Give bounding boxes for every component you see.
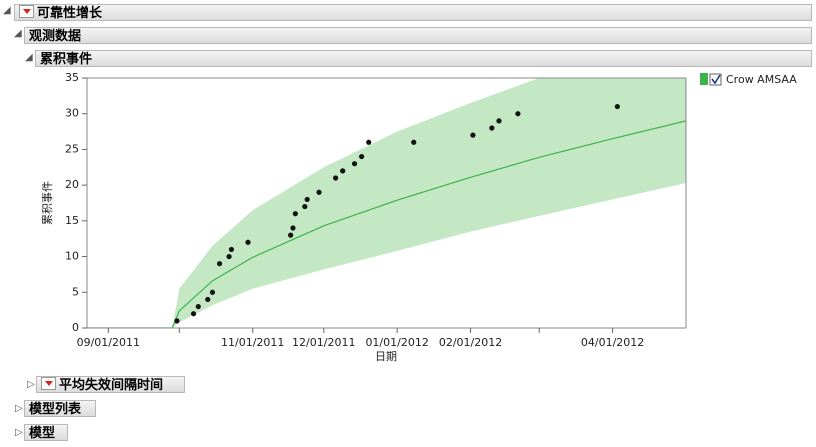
disclosure-closed[interactable]: ▷ — [15, 403, 23, 414]
data-point — [470, 132, 476, 138]
data-point — [290, 225, 296, 231]
data-point — [614, 103, 620, 110]
data-point — [190, 311, 197, 317]
x-tick-label: 09/01/2011 — [77, 336, 140, 349]
data-point — [195, 303, 201, 310]
data-point — [515, 111, 521, 117]
outline-header[interactable]: 可靠性增长 — [14, 4, 812, 21]
data-point — [302, 203, 308, 210]
legend-label: Crow AMSAA — [726, 73, 797, 86]
outline-header[interactable]: 平均失效间隔时间 — [36, 376, 185, 393]
data-point — [359, 153, 365, 160]
menu-icon[interactable] — [41, 377, 56, 390]
data-point — [288, 232, 294, 238]
data-point — [332, 175, 339, 181]
plot-content — [87, 78, 686, 328]
disclosure-closed[interactable]: ▷ — [15, 427, 23, 438]
data-point — [226, 253, 232, 260]
data-point — [411, 139, 417, 145]
outline-header[interactable]: 累积事件 — [35, 50, 812, 67]
y-tick-label: 30 — [65, 107, 79, 120]
confidence-band — [87, 78, 686, 328]
checkmark — [711, 74, 721, 85]
x-tick-label: 12/01/2011 — [292, 336, 355, 349]
data-point — [340, 168, 346, 174]
disclosure-open[interactable]: ◢ — [25, 52, 33, 63]
x-tick-label: 02/01/2012 — [439, 336, 502, 349]
legend-checkbox[interactable] — [709, 73, 722, 86]
data-point — [304, 196, 310, 203]
subsection-title: 累积事件 — [40, 52, 93, 67]
data-point — [496, 118, 502, 124]
collapsed-title: 模型 — [29, 426, 56, 441]
data-point — [228, 246, 235, 253]
menu-icon[interactable] — [19, 5, 34, 18]
collapsed-title: 模型列表 — [29, 402, 82, 417]
y-tick-label: 5 — [72, 285, 79, 298]
outline-header[interactable]: 模型 — [24, 424, 68, 441]
data-point — [209, 289, 216, 295]
x-tick-label: 01/01/2012 — [365, 336, 428, 349]
x-tick-label: 04/01/2012 — [581, 336, 644, 349]
data-point — [351, 161, 358, 167]
outline-header[interactable]: 模型列表 — [24, 400, 96, 417]
x-axis-label: 日期 — [375, 350, 397, 363]
disclosure-open[interactable]: ◢ — [14, 28, 22, 39]
data-point — [205, 296, 211, 303]
y-tick-label: 0 — [72, 321, 79, 334]
data-point — [245, 239, 251, 245]
data-point — [366, 139, 372, 145]
disclosure-closed[interactable]: ▷ — [27, 379, 35, 390]
data-point — [292, 211, 298, 217]
data-point — [489, 125, 495, 131]
plot-frame — [86, 77, 687, 329]
data-point — [316, 189, 322, 195]
y-tick-label: 25 — [65, 142, 79, 155]
outline-header[interactable]: 观测数据 — [24, 27, 812, 44]
disclosure-open[interactable]: ◢ — [3, 5, 11, 16]
y-tick-label: 20 — [65, 178, 79, 191]
outline-title: 可靠性增长 — [37, 6, 103, 21]
y-tick-label: 10 — [65, 250, 79, 263]
section-title: 观测数据 — [29, 29, 82, 44]
data-point — [216, 261, 223, 267]
y-tick-label: 35 — [65, 71, 79, 84]
fit-line — [87, 120, 686, 328]
legend-swatch — [700, 73, 708, 85]
y-tick-label: 15 — [65, 214, 79, 227]
chart: 日期 累积事件 Crow AMSAA 0 5 10 15 20 25 30 35 09/01/2… — [41, 71, 797, 363]
y-axis-label: 累积事件 — [41, 181, 54, 225]
collapsed-title: 平均失效间隔时间 — [59, 378, 164, 393]
x-tick-label: 11/01/2011 — [221, 336, 284, 349]
data-point — [174, 318, 180, 324]
